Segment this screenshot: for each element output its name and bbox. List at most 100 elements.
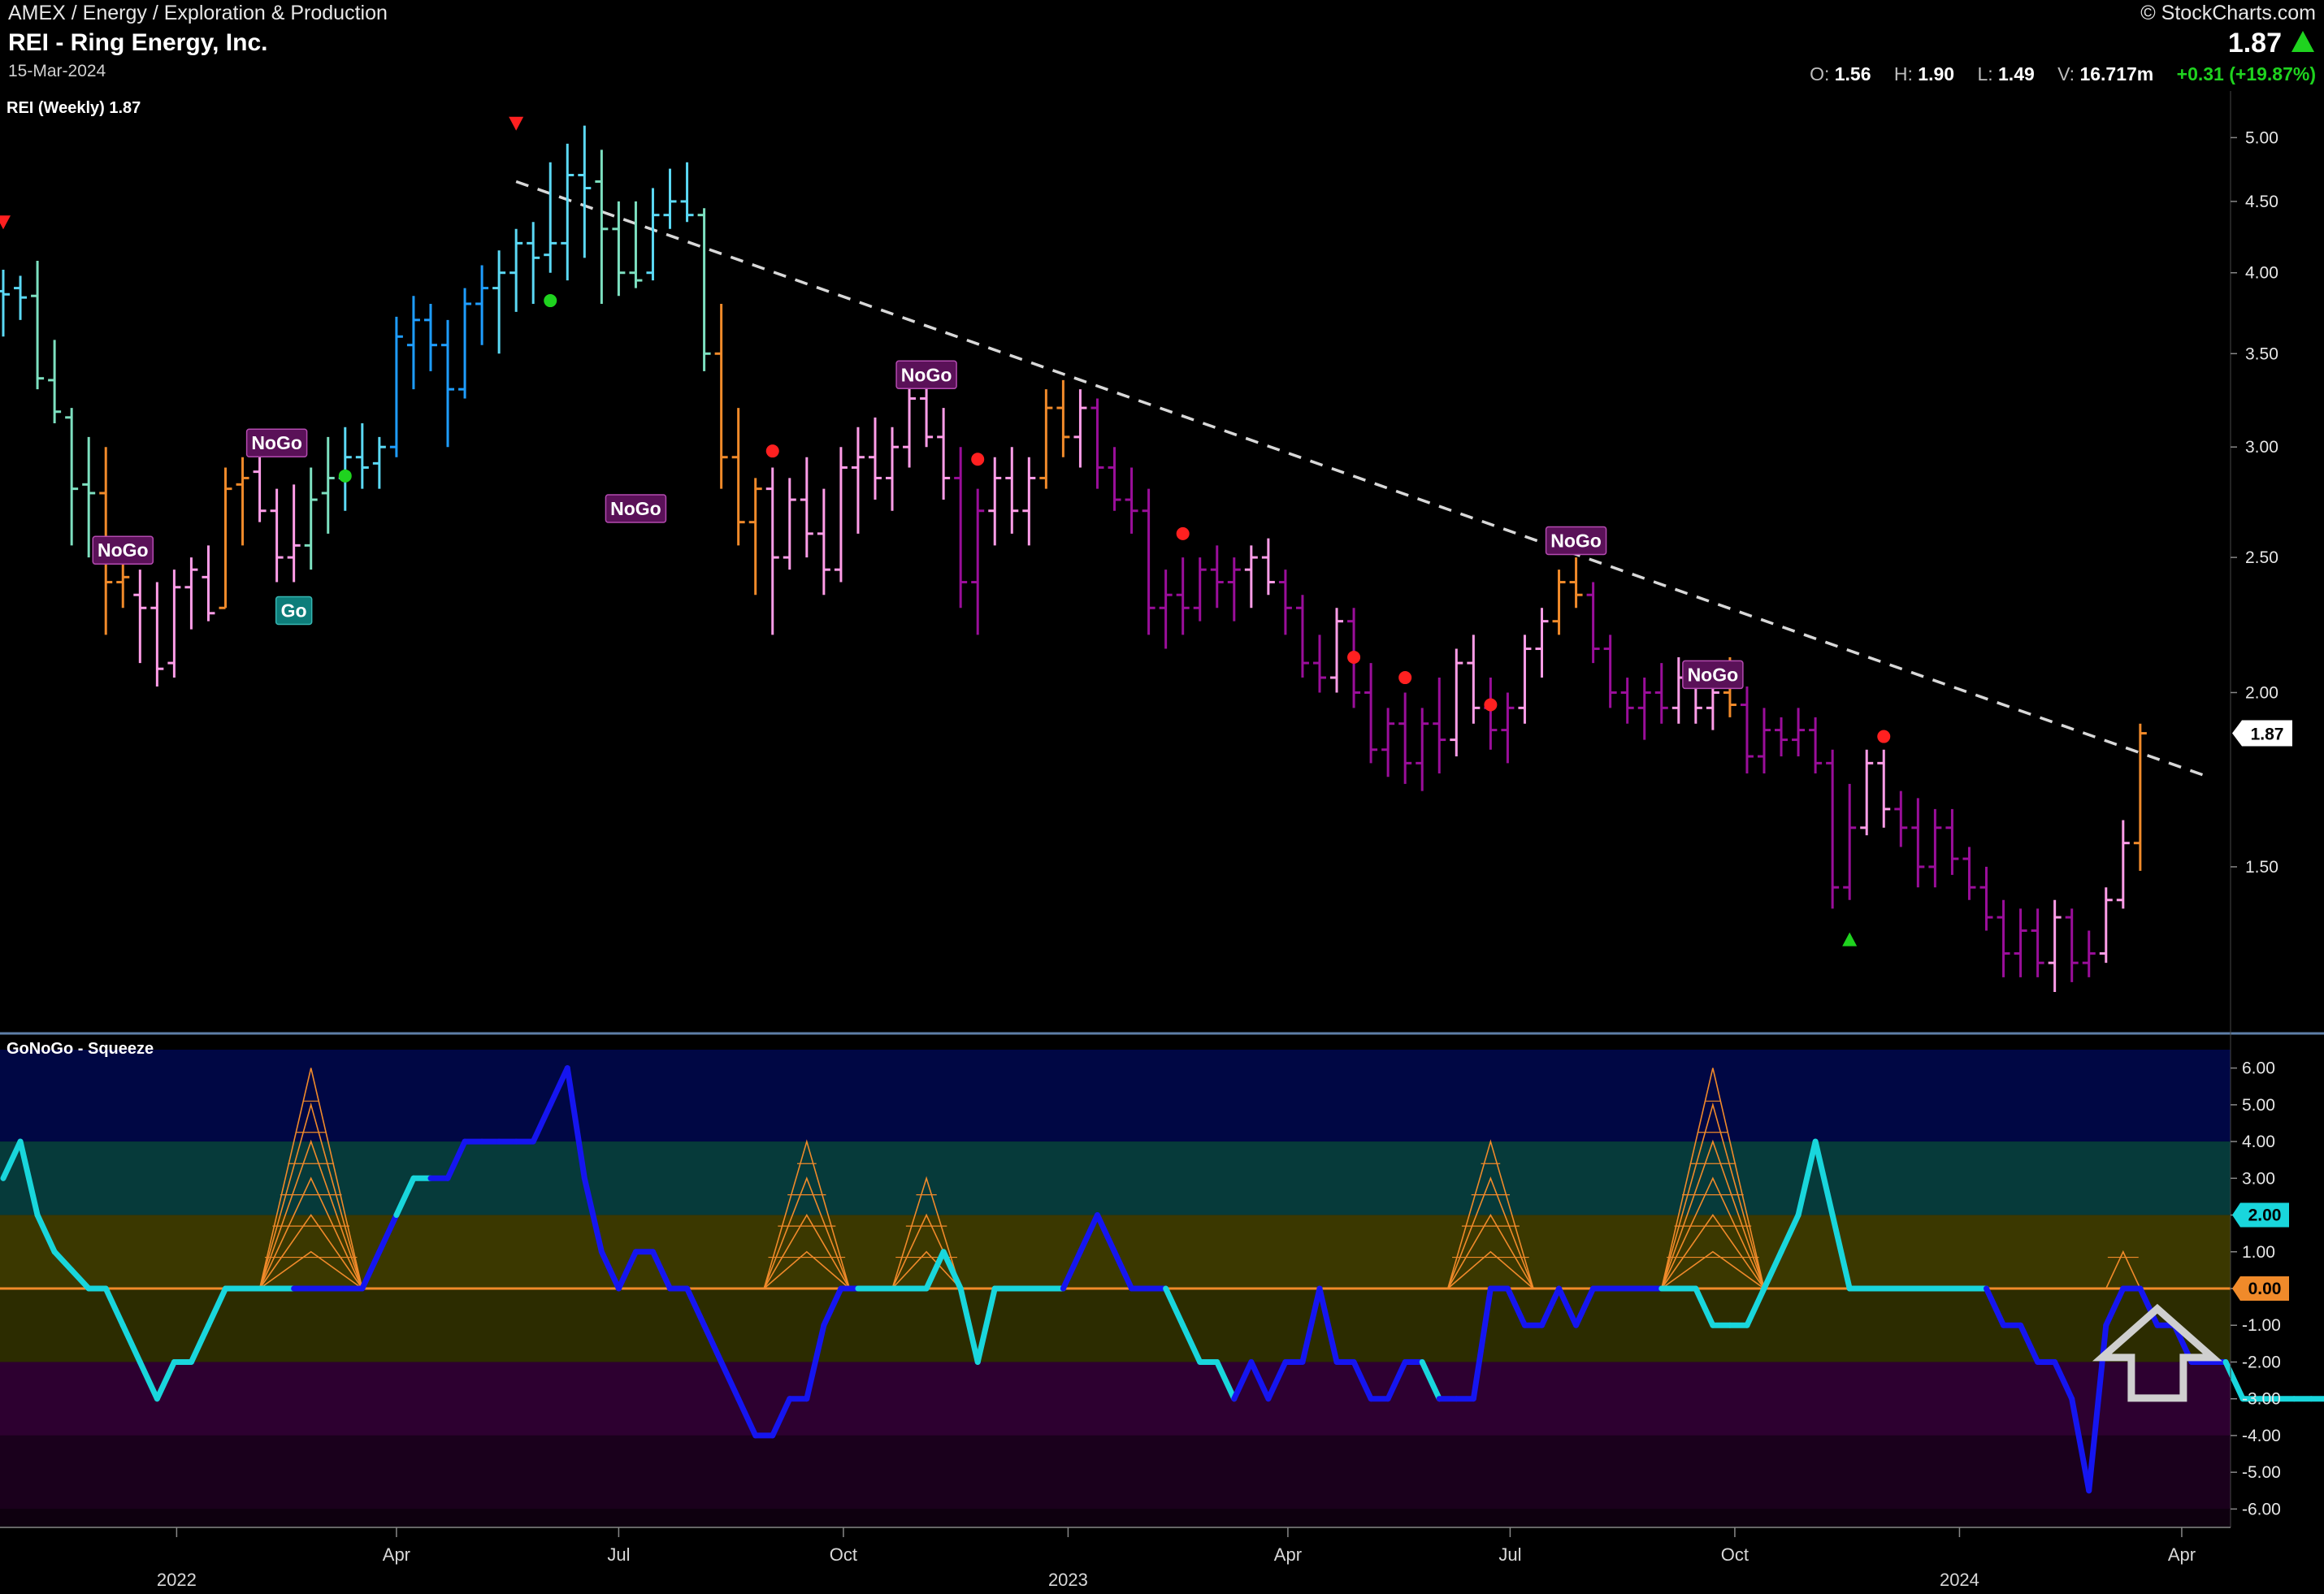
date-axis-label: Jul xyxy=(1498,1544,1521,1565)
price-bar xyxy=(903,379,917,468)
date-axis-label: Apr xyxy=(383,1544,410,1565)
price-bar xyxy=(1586,582,1600,664)
price-bar xyxy=(2099,887,2113,964)
change-value: +0.31 (+19.87%) xyxy=(2176,63,2316,84)
price-bar xyxy=(954,447,968,609)
price-bar xyxy=(287,484,301,583)
price-bar xyxy=(561,143,574,281)
price-bar xyxy=(65,408,79,546)
price-bar xyxy=(355,422,369,489)
price-bar xyxy=(1125,467,1138,534)
price-bar xyxy=(270,488,284,583)
low-value: 1.49 xyxy=(1998,63,2035,84)
squeeze-lattice-line xyxy=(1447,1176,1534,1289)
volume-value: 16.717m xyxy=(2079,63,2154,84)
oscillator-segment xyxy=(1316,1285,1340,1365)
price-bar xyxy=(1090,398,1104,489)
oscillator-segment xyxy=(1214,1358,1238,1402)
oscillator-segment xyxy=(1163,1285,1186,1328)
signal-label: NoGo xyxy=(610,498,661,519)
signal-label-box xyxy=(245,428,308,457)
open-label: O: xyxy=(1810,63,1830,84)
price-bar xyxy=(1056,379,1070,457)
down-triangle-icon xyxy=(0,215,11,230)
price-bar xyxy=(321,436,335,534)
price-bar xyxy=(629,201,643,288)
price-bar xyxy=(1654,663,1668,724)
price-bar xyxy=(1142,488,1155,635)
breadcrumb: AMEX / Energy / Exploration & Production xyxy=(8,2,388,24)
oscillator-segment xyxy=(1573,1285,1597,1328)
high-value: 1.90 xyxy=(1918,63,1955,84)
price-bar xyxy=(1330,608,1344,693)
signal-label: NoGo xyxy=(251,432,302,453)
oscillator-segment xyxy=(718,1358,742,1402)
zero-value-tag xyxy=(2232,1276,2289,1301)
squeeze-lattice-line xyxy=(259,1250,363,1289)
chart-date: 15-Mar-2024 xyxy=(8,62,106,80)
price-axis-label: 2.50 xyxy=(2245,548,2278,567)
price-bar xyxy=(167,570,181,678)
price-bar xyxy=(748,478,762,596)
oscillator-segment xyxy=(119,1322,143,1365)
signal-dot xyxy=(1176,526,1190,540)
oscillator-segment xyxy=(1351,1358,1374,1402)
oscillator-segment xyxy=(205,1285,229,1328)
volume-label: V: xyxy=(2057,63,2075,84)
price-bar xyxy=(1484,678,1498,750)
oscillator-band xyxy=(0,1141,2231,1215)
price-bar xyxy=(1364,663,1378,764)
oscillator-segment xyxy=(615,1249,639,1292)
brand-logo[interactable]: © StockCharts.com xyxy=(2140,2,2316,24)
osc-axis-label: 1.00 xyxy=(2242,1243,2275,1262)
price-bar xyxy=(868,417,882,500)
date-axis-label: 2024 xyxy=(1940,1570,1979,1590)
price-bar xyxy=(184,557,198,630)
price-axis-label: 1.50 xyxy=(2245,858,2278,877)
squeeze-peak xyxy=(2105,1250,2141,1289)
price-bar xyxy=(1637,678,1651,740)
oscillator-segment xyxy=(137,1358,160,1402)
price-bar xyxy=(1261,538,1275,596)
oscillator-segment xyxy=(821,1285,844,1328)
price-bar xyxy=(2065,908,2079,982)
price-bar xyxy=(1039,389,1053,489)
price-bar xyxy=(202,545,215,622)
price-bar xyxy=(1073,389,1087,468)
price-bar xyxy=(1826,749,1840,909)
price-bar xyxy=(1997,899,2010,977)
price-bar xyxy=(441,319,455,448)
price-bar xyxy=(1005,447,1019,534)
oscillator-segment xyxy=(923,1249,947,1292)
oscillator-segment xyxy=(393,1175,417,1219)
oscillator-segment xyxy=(359,1249,383,1292)
page-title: REI - Ring Energy, Inc. xyxy=(8,29,268,56)
price-bar xyxy=(595,149,609,304)
open-value: 1.56 xyxy=(1834,63,1871,84)
osc-axis-label: -1.00 xyxy=(2242,1316,2281,1335)
oscillator-segment xyxy=(2052,1358,2075,1402)
oscillator-segment xyxy=(102,1285,126,1328)
oscillator-value-tag-label: 2.00 xyxy=(2248,1206,2282,1225)
price-axis-label: 4.50 xyxy=(2245,193,2278,211)
oscillator-segment xyxy=(1060,1249,1083,1292)
osc-axis-label: -4.00 xyxy=(2242,1427,2281,1445)
squeeze-lattice-line xyxy=(1661,1214,1765,1289)
signal-label: Go xyxy=(281,600,307,622)
price-bar xyxy=(971,488,985,635)
price-bar xyxy=(1569,557,1583,609)
squeeze-peak xyxy=(763,1139,851,1289)
price-bar xyxy=(1244,545,1258,609)
signal-label: NoGo xyxy=(901,364,952,385)
oscillator-segment xyxy=(1385,1358,1408,1402)
oscillator-segment xyxy=(1778,1212,1802,1255)
price-bar xyxy=(1620,678,1634,724)
price-bar xyxy=(0,270,10,337)
osc-axis-label: -2.00 xyxy=(2242,1353,2281,1371)
price-bar xyxy=(988,457,1002,546)
oscillator-segment xyxy=(1983,1285,2007,1328)
price-bar xyxy=(612,201,626,297)
trendline xyxy=(515,180,2209,778)
price-bar xyxy=(253,451,267,522)
